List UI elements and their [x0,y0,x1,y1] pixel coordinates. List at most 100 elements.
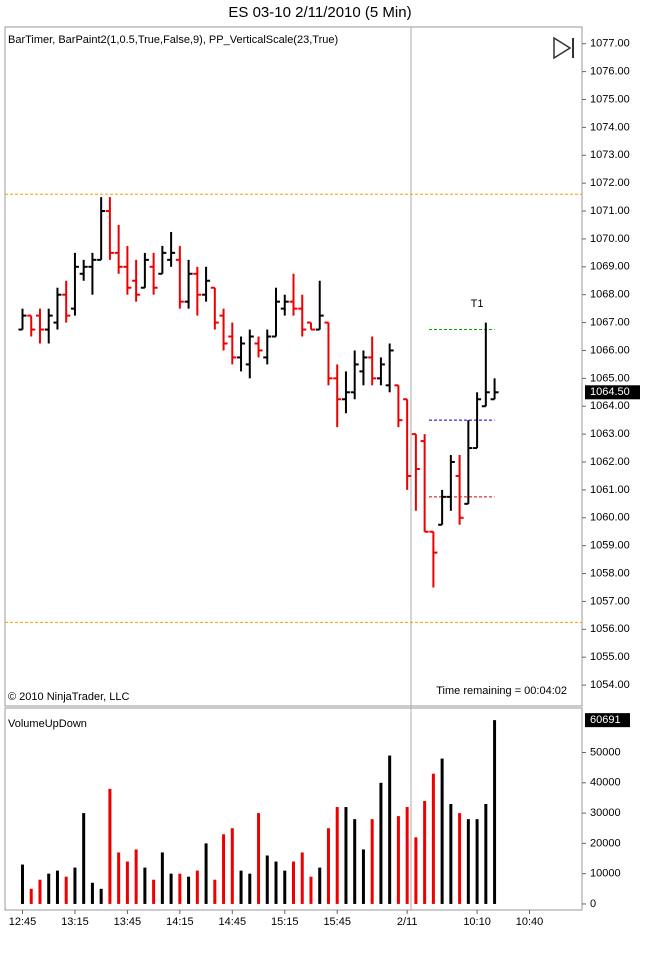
y-tick-label: 10000 [590,868,621,880]
y-tick-label: 20000 [590,837,621,849]
y-tick-label: 1069.00 [590,261,630,273]
y-tick-label: 30000 [590,807,621,819]
volume-bar [396,816,400,904]
volume-bar [195,870,199,904]
play-triangle[interactable] [553,36,572,60]
volume-bar [169,873,173,904]
x-tick-label: 14:45 [219,916,247,928]
volume-bar [274,861,278,904]
y-tick-label: 1071.00 [590,205,630,217]
volume-bar [466,819,470,904]
y-tick-label: 1060.00 [590,512,630,524]
volume-bar [300,852,304,904]
y-tick-label: 1064.00 [590,400,630,412]
volume-bar [423,800,427,904]
last-volume-box [585,713,630,728]
y-tick-label: 1063.00 [590,428,630,440]
play-icon[interactable] [553,36,574,60]
y-tick-label: 1059.00 [590,540,630,552]
y-tick-label: 1055.00 [590,651,630,663]
volume-bar [353,819,357,904]
y-tick-label: 1065.00 [590,372,630,384]
y-tick-label: 0 [590,898,596,910]
y-tick-label: 1057.00 [590,595,630,607]
price-panel [4,26,583,707]
volume-bar [318,867,322,904]
x-tick-label: 13:45 [114,916,142,928]
x-tick-label: 15:45 [323,916,351,928]
volume-bar [370,819,374,904]
volume-bar [449,804,453,904]
chart-title: ES 03-10 2/11/2010 (5 Min) [228,4,411,21]
volume-bar [55,870,59,904]
volume-bar [484,804,488,904]
volume-title: VolumeUpDown [8,718,87,730]
volume-bar [73,867,77,904]
y-tick-label: 1058.00 [590,567,630,579]
volume-bar [326,828,330,904]
volume-bar [82,813,86,904]
y-tick-label: 1066.00 [590,344,630,356]
volume-bar [230,828,234,904]
volume-bar [257,813,261,904]
x-tick-label: 15:15 [271,916,299,928]
x-tick-label: 10:40 [516,916,544,928]
x-tick-label: 2/11 [397,916,418,928]
volume-bar [20,864,24,904]
volume-bar [47,873,51,904]
volume-bar [388,755,392,904]
volume-bar [108,788,112,904]
y-tick-label: 50000 [590,746,621,758]
y-tick-label: 1073.00 [590,149,630,161]
volume-bar [152,879,156,904]
last-price-box [585,385,640,400]
volume-bar [248,873,252,904]
volume-bar [265,855,269,904]
y-tick-label: 1077.00 [590,38,630,50]
volume-panel [4,707,583,911]
volume-bar [99,888,103,904]
copyright: © 2010 NinjaTrader, LLC [8,691,129,703]
volume-bar [117,852,121,904]
x-tick-label: 10:10 [463,916,491,928]
volume-bar [143,867,147,904]
last-price-label: 1064.50 [590,386,630,398]
volume-bar [204,843,208,904]
volume-bar [440,758,444,904]
last-volume-label: 60691 [590,714,621,726]
time-remaining: Time remaining = 00:04:02 [436,685,567,697]
volume-bar [309,876,313,904]
volume-bar [361,849,365,904]
volume-bar [405,807,409,904]
volume-bar [160,852,164,904]
volume-bar [187,876,191,904]
volume-bar [283,870,287,904]
volume-bar [213,879,217,904]
volume-bar [458,813,462,904]
volume-bar [414,837,418,904]
volume-bar [431,773,435,904]
y-tick-label: 1070.00 [590,233,630,245]
y-tick-label: 1061.00 [590,484,630,496]
indicator-text: BarTimer, BarPaint2(1,0.5,True,False,9),… [8,34,338,46]
volume-bar [335,807,339,904]
x-tick-label: 14:15 [166,916,194,928]
y-tick-label: 1068.00 [590,289,630,301]
volume-bar [344,807,348,904]
y-tick-label: 1056.00 [590,623,630,635]
volume-bar [222,834,226,904]
y-tick-label: 1072.00 [590,177,630,189]
volume-bar [178,873,182,904]
volume-bar [125,861,129,904]
volume-bar [90,882,94,904]
volume-bar [292,861,295,904]
annotation: T1 [471,298,484,310]
x-tick-label: 13:15 [61,916,89,928]
volume-bar [64,876,68,904]
y-tick-label: 1067.00 [590,316,630,328]
y-tick-label: 1062.00 [590,456,630,468]
y-tick-label: 1074.00 [590,121,630,133]
volume-bar [29,888,33,904]
